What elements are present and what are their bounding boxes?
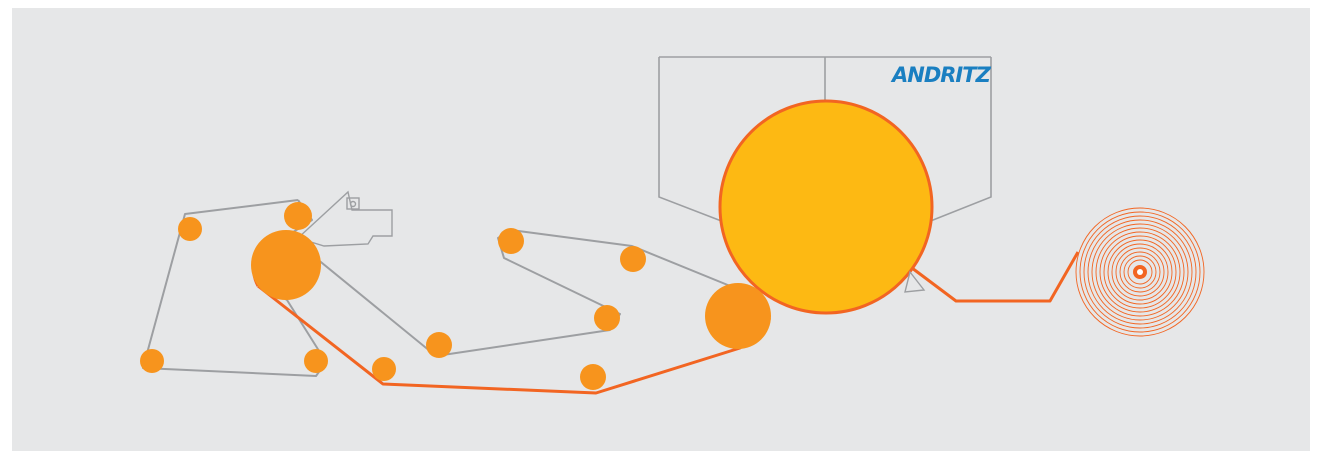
reel-ring — [1107, 239, 1173, 305]
reel-ring — [1115, 247, 1165, 297]
creping-doctor — [904, 270, 926, 293]
felt-roll — [620, 246, 646, 272]
reel-ring — [1103, 235, 1177, 309]
felt-roll — [594, 305, 620, 331]
hood-left-side — [658, 57, 725, 223]
carrying-felt — [299, 229, 741, 357]
yankee-dryer — [718, 99, 934, 315]
felt-roll — [372, 357, 396, 381]
reel-ring — [1083, 215, 1197, 329]
headbox-inlet — [346, 197, 360, 210]
felt-loop-left — [142, 199, 327, 377]
web-to-reel — [911, 251, 1080, 303]
reel-ring — [1091, 223, 1189, 321]
reel — [1075, 207, 1205, 337]
felt-loop-middle — [299, 229, 741, 357]
breast-roll — [284, 202, 312, 230]
reel-spindle — [1137, 269, 1143, 275]
hood-right-side — [927, 57, 992, 223]
reel-ring — [1127, 259, 1153, 285]
felt-roll — [426, 332, 452, 358]
headbox — [297, 190, 393, 247]
reel-ring — [1075, 207, 1205, 337]
reel-ring — [1079, 211, 1201, 333]
reel-ring — [1087, 219, 1193, 325]
headbox-inlet-port — [349, 200, 357, 208]
felt-roll — [304, 349, 328, 373]
hood — [658, 56, 992, 223]
reel-ring — [1119, 251, 1161, 293]
felt-roll — [580, 364, 606, 390]
reel-ring — [1099, 231, 1181, 313]
reel-ring — [1095, 227, 1185, 317]
rolls — [140, 202, 771, 390]
andritz-logo: ANDRITZ — [890, 63, 992, 87]
reel-ring — [1123, 255, 1157, 289]
felt-roll — [178, 217, 202, 241]
diagram-background — [12, 8, 1310, 451]
press-roll — [705, 283, 771, 349]
forming-roll — [251, 230, 321, 300]
felt-roll — [140, 349, 164, 373]
felt-roll — [498, 228, 524, 254]
reel-ring — [1111, 243, 1169, 301]
